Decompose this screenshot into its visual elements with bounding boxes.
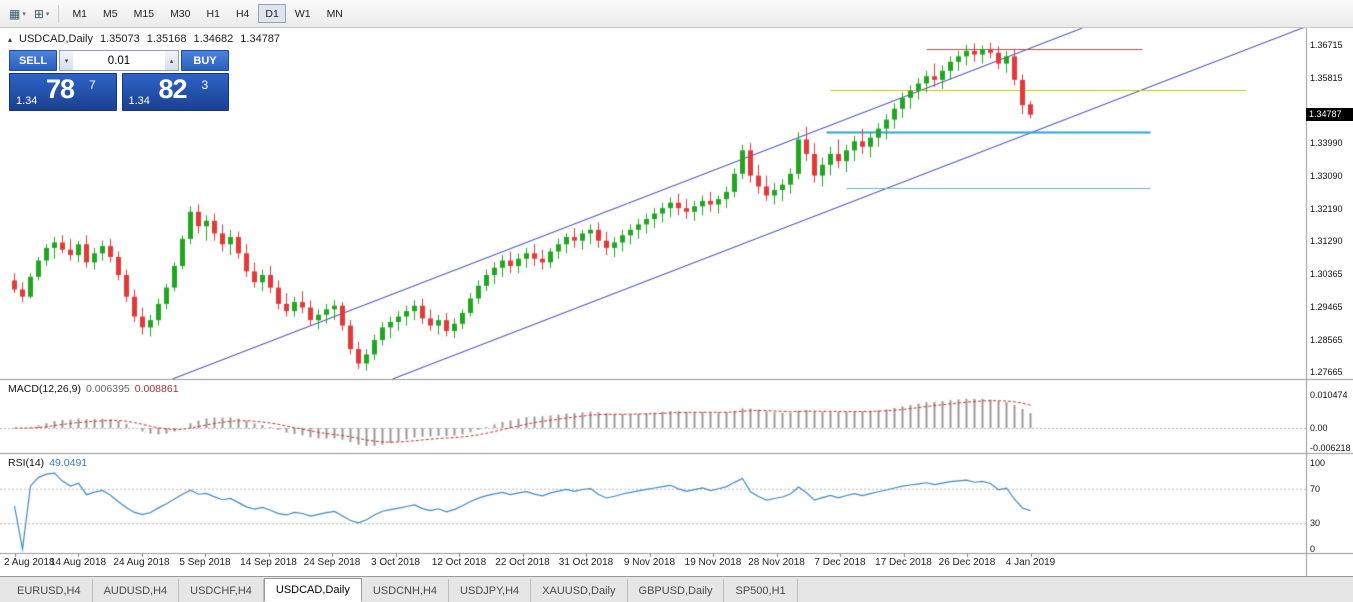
buy-button[interactable]: BUY xyxy=(181,50,229,71)
ohlc-open: 1.35073 xyxy=(99,33,140,45)
chart-tab-audusd-h4[interactable]: AUDUSD,H4 xyxy=(93,579,180,602)
date-axis-label: 2 Aug 2018 xyxy=(4,557,55,568)
price-axis-label: 1.30365 xyxy=(1310,269,1343,280)
toolbar-separator xyxy=(58,4,60,23)
price-axis-label: 1.29465 xyxy=(1310,301,1343,312)
macd-signal-value: 0.008861 xyxy=(134,383,179,395)
date-axis-label: 12 Oct 2018 xyxy=(431,557,487,568)
timeframe-button-w1[interactable]: W1 xyxy=(294,7,311,20)
chevron-down-icon: ▾ xyxy=(22,10,26,18)
date-axis-label: 7 Dec 2018 xyxy=(814,557,866,568)
price-axis-label: 1.27665 xyxy=(1310,367,1343,378)
timeframe-button-mn[interactable]: MN xyxy=(326,7,343,20)
buy-price-main: 82 xyxy=(158,74,188,104)
date-axis-label: 28 Nov 2018 xyxy=(748,557,805,568)
timeframe-button-m1[interactable]: M1 xyxy=(72,7,88,20)
current-price-tag: 1.34787 xyxy=(1306,108,1353,121)
ohlc-high: 1.35168 xyxy=(146,33,187,45)
price-axis-label: 1.31290 xyxy=(1310,236,1343,247)
macd-main-value: 0.006395 xyxy=(85,383,130,395)
chart-window-icon: ▦ xyxy=(9,6,21,21)
rsi-axis-label: 70 xyxy=(1310,483,1321,494)
chart-tab-xauusd-daily[interactable]: XAUUSD,Daily xyxy=(531,579,628,602)
rsi-axis-label: 100 xyxy=(1310,458,1326,468)
chevron-down-icon: ▾ xyxy=(45,10,50,18)
date-axis-label: 14 Sep 2018 xyxy=(240,557,297,568)
chart-window-button[interactable]: ▦ ▾ xyxy=(5,4,30,24)
date-axis-label: 14 Aug 2018 xyxy=(49,557,107,568)
buy-price-button[interactable]: 1.34 82 3 xyxy=(121,73,229,111)
macd-indicator-label: MACD(12,26,9) 0.006395 0.008861 xyxy=(8,383,179,395)
sell-price-prefix: 1.34 xyxy=(16,95,38,107)
price-axis-label: 1.28565 xyxy=(1310,334,1343,345)
date-axis-label: 19 Nov 2018 xyxy=(684,557,742,568)
date-axis-label: 17 Dec 2018 xyxy=(875,557,932,568)
sell-price-button[interactable]: 1.34 78 7 xyxy=(9,73,117,111)
one-click-trading-panel: SELL ▾ 0.01 ▴ BUY 1.34 78 7 1.34 82 3 xyxy=(9,50,229,111)
buy-price-prefix: 1.34 xyxy=(128,95,150,107)
trade-buttons-row: SELL ▾ 0.01 ▴ BUY xyxy=(9,50,229,71)
timeframe-button-m30[interactable]: M30 xyxy=(170,7,191,20)
date-axis-label: 24 Sep 2018 xyxy=(303,557,361,568)
trade-prices-row: 1.34 78 7 1.34 82 3 xyxy=(9,73,229,111)
date-axis-label: 26 Dec 2018 xyxy=(938,557,996,568)
toolbar: ▦ ▾ ⊞ ▾ M1 M5 M15 M30 H1 H4 D1 W1 MN xyxy=(0,0,1353,28)
chart-title: ▴ USDCAD,Daily 1.35073 1.35168 1.34682 1… xyxy=(8,33,280,45)
rsi-axis-label: 30 xyxy=(1310,518,1321,529)
date-axis-label: 31 Oct 2018 xyxy=(558,557,614,568)
price-axis-label: 1.36715 xyxy=(1310,39,1343,50)
chart-tab-bar: EURUSD,H4 AUDUSD,H4 USDCHF,H4 USDCAD,Daily U… xyxy=(0,576,1353,602)
indicators-menu-button[interactable]: ⊞ ▾ xyxy=(30,4,54,24)
one-click-toggle-icon[interactable]: ▴ xyxy=(8,34,13,44)
sell-button[interactable]: SELL xyxy=(9,50,57,71)
volume-decrease-button[interactable]: ▾ xyxy=(60,51,73,70)
timeframe-button-h4[interactable]: H4 xyxy=(235,7,250,20)
buy-price-pip: 3 xyxy=(201,78,209,92)
chart-tab-gbpusd-daily[interactable]: GBPUSD,Daily xyxy=(628,579,725,602)
chart-tab-sp500-h1[interactable]: SP500,H1 xyxy=(724,579,798,602)
rsi-axis-label: 0 xyxy=(1310,544,1316,554)
timeframe-button-h1[interactable]: H1 xyxy=(206,7,220,20)
date-axis-label: 9 Nov 2018 xyxy=(623,557,676,568)
price-axis-label: 1.32190 xyxy=(1310,203,1343,214)
chart-tab-usdjpy-h4[interactable]: USDJPY,H4 xyxy=(449,579,532,602)
ohlc-close: 1.34787 xyxy=(240,33,281,45)
timeframe-bar: M1 M5 M15 M30 H1 H4 D1 W1 MN xyxy=(64,4,350,23)
chart-tab-eurusd-h4[interactable]: EURUSD,H4 xyxy=(6,579,93,602)
price-axis-label: 1.33990 xyxy=(1310,138,1343,149)
volume-increase-button[interactable]: ▴ xyxy=(165,51,178,70)
date-axis-label: 22 Oct 2018 xyxy=(495,557,550,568)
ohlc-low: 1.34682 xyxy=(193,33,234,45)
timeframe-button-d1[interactable]: D1 xyxy=(258,4,286,23)
chart-tab-usdcad-daily[interactable]: USDCAD,Daily xyxy=(263,578,362,602)
macd-name: MACD(12,26,9) xyxy=(8,383,81,395)
price-axis-label: 1.35815 xyxy=(1310,72,1343,83)
volume-stepper: ▾ 0.01 ▴ xyxy=(59,50,179,71)
macd-axis-label: 0.010474 xyxy=(1310,390,1348,400)
indicators-menu-icon: ⊞ xyxy=(33,6,44,21)
timeframe-button-m5[interactable]: M5 xyxy=(103,7,118,20)
sell-price-main: 78 xyxy=(46,74,75,104)
rsi-indicator-label: RSI(14) 49.0491 xyxy=(8,457,87,469)
price-axis-label: 1.33090 xyxy=(1310,170,1343,181)
rsi-name: RSI(14) xyxy=(8,457,45,469)
timeframe-button-m15[interactable]: M15 xyxy=(133,7,155,20)
sell-price-pip: 7 xyxy=(89,78,96,92)
chart-tab-usdchf-h4[interactable]: USDCHF,H4 xyxy=(179,579,264,602)
volume-input[interactable]: 0.01 xyxy=(107,54,131,67)
macd-axis-label: -0.006218 xyxy=(1310,442,1351,453)
symbol-period-label: USDCAD,Daily xyxy=(19,33,93,45)
date-axis-label: 3 Oct 2018 xyxy=(371,557,420,568)
rsi-value: 49.0491 xyxy=(49,457,88,469)
chart-tab-usdcnh-h4[interactable]: USDCNH,H4 xyxy=(362,579,450,602)
date-axis-label: 4 Jan 2019 xyxy=(1005,557,1056,568)
date-axis-label: 24 Aug 2018 xyxy=(113,557,170,568)
macd-axis-label: 0.00 xyxy=(1310,423,1328,433)
date-axis-label: 5 Sep 2018 xyxy=(179,557,231,568)
